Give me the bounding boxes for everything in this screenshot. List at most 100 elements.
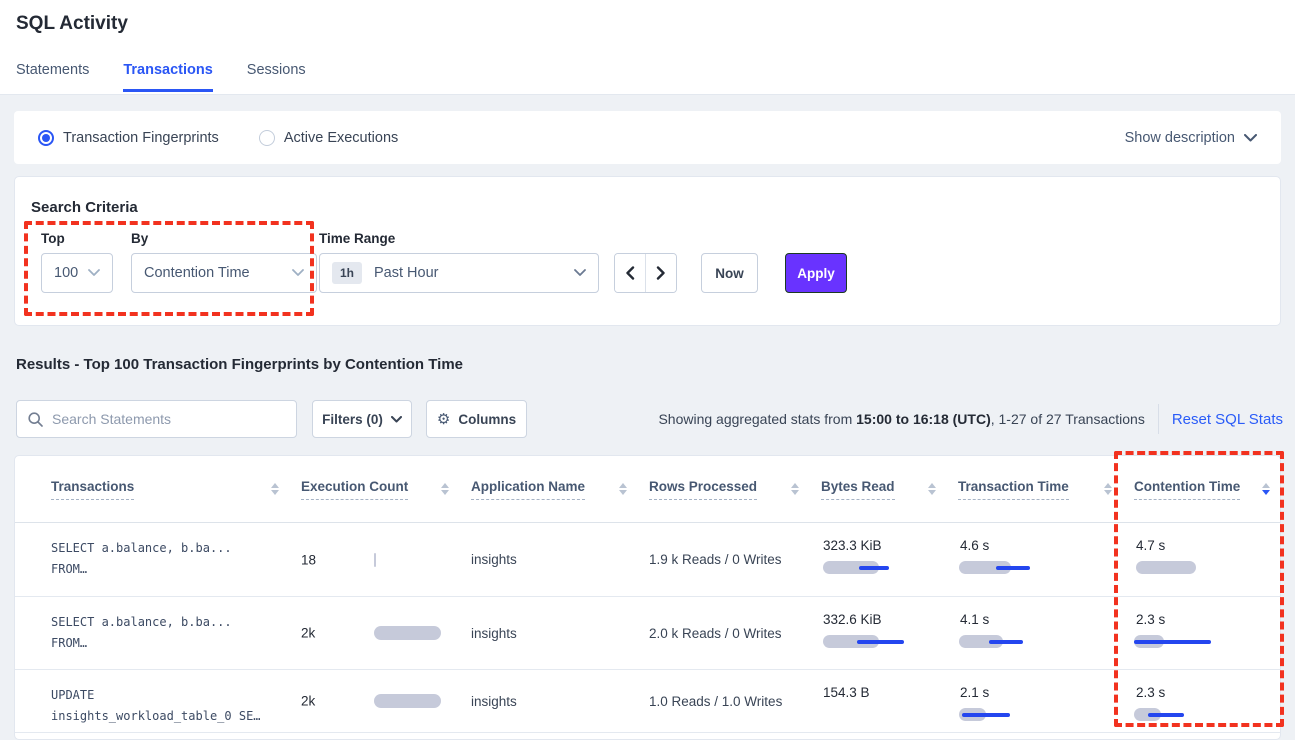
radio-label: Transaction Fingerprints: [63, 129, 219, 146]
transaction-time-cell: 4.6 s: [958, 523, 1134, 596]
bytes-read-cell: 154.3 B: [821, 670, 958, 732]
transaction-fingerprint-link[interactable]: UPDATE insights_workload_table_0 SE…: [51, 688, 261, 723]
contention-time-cell: 2.3 s: [1134, 670, 1280, 732]
next-time-button[interactable]: [646, 254, 676, 292]
application-name-cell: insights: [471, 625, 517, 641]
stat-bar-gray: [823, 561, 879, 574]
top-select[interactable]: 100: [41, 253, 113, 293]
tab-bar: Statements Transactions Sessions: [16, 62, 306, 92]
chevron-down-icon: [390, 415, 402, 423]
stat-bar-gray: [374, 694, 441, 708]
results-heading: Results - Top 100 Transaction Fingerprin…: [16, 356, 464, 373]
application-name-cell: insights: [471, 693, 517, 709]
sort-icon[interactable]: [619, 482, 627, 496]
chevron-down-icon: [1244, 133, 1257, 142]
by-label: By: [131, 231, 149, 246]
sort-icon[interactable]: [271, 482, 279, 496]
filters-button[interactable]: Filters (0): [312, 400, 412, 438]
stat-bar-gray: [959, 635, 1003, 648]
transaction-fingerprint-link[interactable]: SELECT a.balance, b.ba... FROM…: [51, 615, 232, 650]
bytes-read-bar: [821, 561, 958, 574]
tab-sessions[interactable]: Sessions: [246, 62, 306, 78]
table-row[interactable]: SELECT a.balance, b.ba... FROM… 18 insig…: [15, 523, 1280, 597]
stats-area: Showing aggregated stats from 15:00 to 1…: [658, 400, 1283, 438]
column-header-transactions[interactable]: Transactions: [15, 479, 301, 500]
table-row[interactable]: SELECT a.balance, b.ba... FROM… 2k insig…: [15, 597, 1280, 670]
sort-icon-active-desc[interactable]: [1262, 482, 1270, 496]
stat-bar-blue: [996, 565, 1030, 570]
sort-icon[interactable]: [1104, 482, 1112, 496]
chevron-left-icon: [625, 266, 635, 280]
sort-icon[interactable]: [928, 482, 936, 496]
tab-transactions[interactable]: Transactions: [123, 62, 214, 92]
transaction-time-bar: [958, 561, 1134, 574]
column-header-bytes-read[interactable]: Bytes Read: [821, 479, 958, 500]
column-header-application-name[interactable]: Application Name: [471, 479, 649, 500]
execution-count-bar: [301, 694, 471, 708]
transaction-time-bar: [958, 635, 1134, 648]
execution-count-cell: 2k: [301, 670, 471, 732]
top-label: Top: [41, 231, 65, 246]
contention-time-bar: [1134, 561, 1280, 574]
sort-icon[interactable]: [441, 482, 449, 496]
column-header-contention-time[interactable]: Contention Time: [1134, 479, 1280, 500]
transaction-time-cell: 4.1 s: [958, 597, 1134, 669]
stat-bar-blue: [857, 639, 904, 644]
time-range-select[interactable]: 1h Past Hour: [319, 253, 599, 293]
search-criteria-card: Search Criteria Top By Time Range 100 Co…: [14, 176, 1281, 326]
tab-statements[interactable]: Statements: [16, 62, 90, 78]
radio-active-executions[interactable]: Active Executions: [258, 129, 398, 146]
search-criteria-heading: Search Criteria: [31, 199, 138, 216]
bytes-read-cell: 323.3 KiB: [821, 523, 958, 596]
prev-time-button[interactable]: [615, 254, 646, 292]
transaction-fingerprint-link[interactable]: SELECT a.balance, b.ba... FROM…: [51, 541, 232, 576]
bytes-read-cell: 332.6 KiB: [821, 597, 958, 669]
chevron-right-icon: [656, 266, 666, 280]
search-statements-box: [16, 400, 297, 438]
stat-bar-blue: [1134, 639, 1211, 644]
radio-selected-icon[interactable]: [38, 129, 54, 146]
stat-bar-blue: [859, 565, 889, 570]
stats-summary: Showing aggregated stats from 15:00 to 1…: [658, 411, 1145, 427]
vertical-divider: [1157, 404, 1159, 434]
radio-unselected-icon[interactable]: [258, 129, 275, 146]
time-range-nav: [614, 253, 677, 293]
apply-button[interactable]: Apply: [785, 253, 847, 293]
column-header-execution-count[interactable]: Execution Count: [301, 479, 471, 500]
show-description-toggle[interactable]: Show description: [1125, 130, 1257, 146]
reset-sql-stats-link[interactable]: Reset SQL Stats: [1171, 410, 1283, 428]
contention-time-bar: [1134, 708, 1280, 721]
column-header-rows-processed[interactable]: Rows Processed: [649, 479, 821, 500]
search-icon: [28, 411, 43, 427]
bytes-read-bar: [821, 635, 958, 648]
rows-processed-cell: 1.9 k Reads / 0 Writes: [649, 552, 782, 567]
time-range-value: Past Hour: [374, 265, 439, 281]
stat-bar-gray: [959, 561, 1011, 574]
by-select-value: Contention Time: [144, 265, 250, 281]
stat-bar-gray: [823, 635, 879, 648]
contention-time-bar: [1134, 635, 1280, 648]
stat-bar-gray: [1136, 561, 1196, 574]
transaction-time-bar: [958, 708, 1134, 721]
contention-time-cell: 2.3 s: [1134, 597, 1280, 669]
sort-icon[interactable]: [791, 482, 799, 496]
table-row[interactable]: UPDATE insights_workload_table_0 SE… 2k …: [15, 670, 1280, 733]
by-select[interactable]: Contention Time: [131, 253, 317, 293]
execution-count-bar: [301, 552, 471, 567]
radio-transaction-fingerprints[interactable]: Transaction Fingerprints: [38, 129, 219, 146]
application-name-cell: insights: [471, 552, 517, 567]
columns-label: Columns: [458, 411, 517, 427]
search-statements-input[interactable]: [52, 411, 285, 427]
rows-processed-cell: 1.0 Reads / 1.0 Writes: [649, 693, 783, 709]
now-button[interactable]: Now: [701, 253, 758, 293]
columns-button[interactable]: ⚙ Columns: [426, 400, 527, 438]
execution-count-cell: 2k: [301, 597, 471, 669]
execution-count-cell: 18: [301, 523, 471, 596]
stat-bar-blue: [962, 712, 1010, 717]
filters-label: Filters (0): [322, 411, 383, 427]
stat-bar-blue: [1148, 712, 1184, 717]
chevron-down-icon: [574, 269, 586, 277]
bytes-read-bar: [821, 708, 958, 721]
execution-count-bar: [301, 626, 471, 640]
column-header-transaction-time[interactable]: Transaction Time: [958, 479, 1134, 500]
